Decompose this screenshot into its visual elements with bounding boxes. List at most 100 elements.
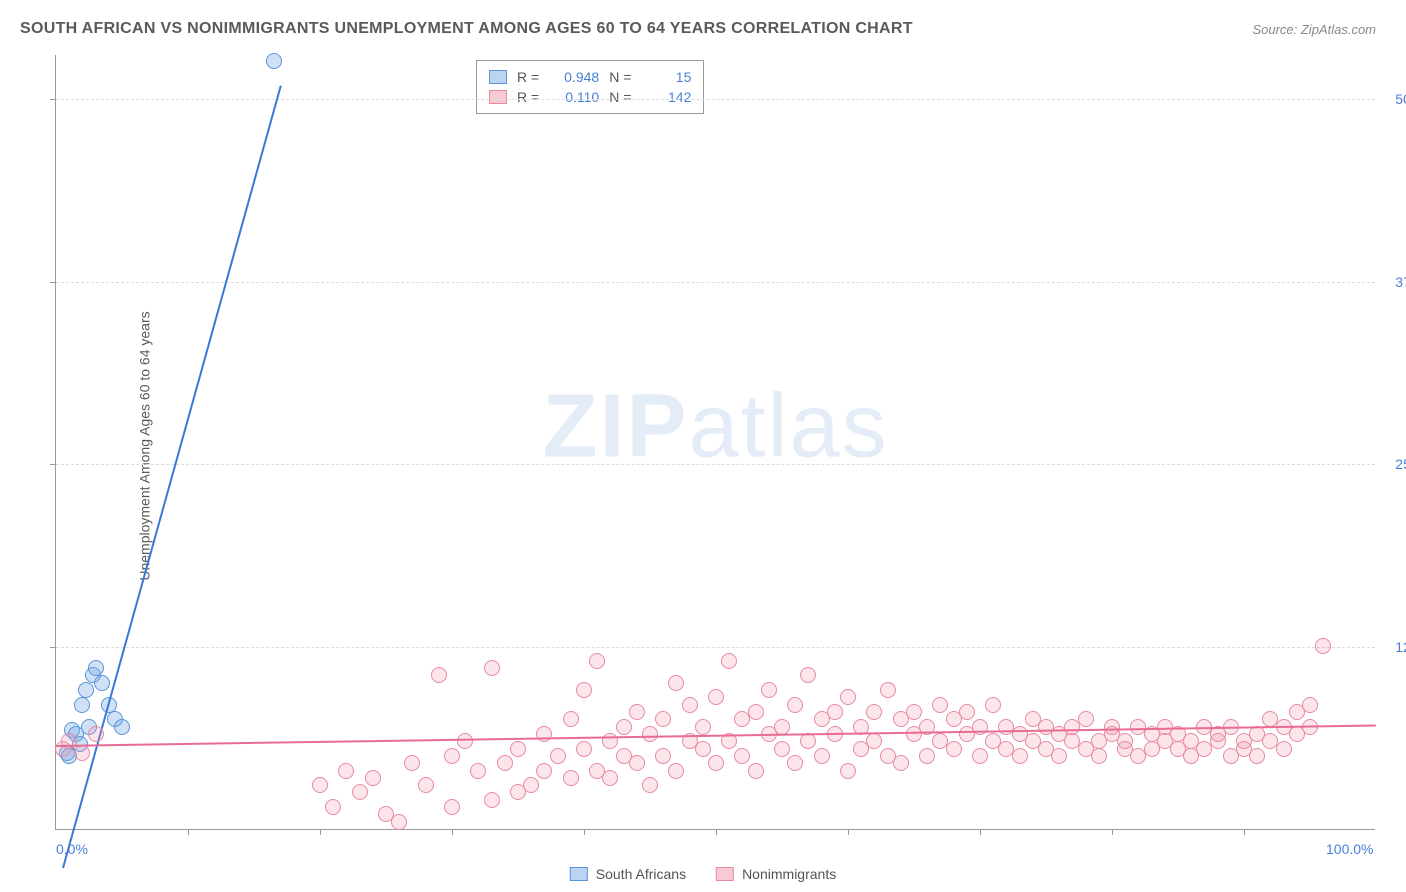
data-point xyxy=(418,777,434,793)
data-point xyxy=(576,741,592,757)
data-point xyxy=(695,741,711,757)
watermark: ZIPatlas xyxy=(542,375,888,478)
data-point xyxy=(893,755,909,771)
ytick-label: 12.5% xyxy=(1380,639,1406,655)
legend-row-blue: R = 0.948 N = 15 xyxy=(489,67,691,87)
data-point xyxy=(550,748,566,764)
data-point xyxy=(1078,711,1094,727)
data-point xyxy=(748,704,764,720)
data-point xyxy=(1104,719,1120,735)
data-point xyxy=(88,660,104,676)
source-label: Source: ZipAtlas.com xyxy=(1252,22,1376,37)
data-point xyxy=(94,675,110,691)
data-point xyxy=(932,697,948,713)
data-point xyxy=(88,726,104,742)
ytick xyxy=(50,464,56,465)
swatch-blue xyxy=(570,867,588,881)
data-point xyxy=(761,682,777,698)
data-point xyxy=(1249,748,1265,764)
ytick xyxy=(50,647,56,648)
data-point xyxy=(708,689,724,705)
n-label: N = xyxy=(609,89,631,105)
data-point xyxy=(470,763,486,779)
gridline-h xyxy=(56,647,1375,648)
ytick xyxy=(50,282,56,283)
data-point xyxy=(774,741,790,757)
gridline-h xyxy=(56,99,1375,100)
xtick-label: 100.0% xyxy=(1326,841,1373,857)
data-point xyxy=(642,726,658,742)
data-point xyxy=(1091,748,1107,764)
data-point xyxy=(523,777,539,793)
xtick xyxy=(188,829,189,835)
data-point xyxy=(114,719,130,735)
data-point xyxy=(774,719,790,735)
data-point xyxy=(1315,638,1331,654)
ytick-label: 25.0% xyxy=(1380,456,1406,472)
data-point xyxy=(682,697,698,713)
legend-label-blue: South Africans xyxy=(596,866,686,882)
ytick xyxy=(50,99,56,100)
data-point xyxy=(431,667,447,683)
watermark-atlas: atlas xyxy=(688,376,888,476)
data-point xyxy=(959,704,975,720)
data-point xyxy=(748,763,764,779)
ytick-label: 50.0% xyxy=(1380,91,1406,107)
data-point xyxy=(338,763,354,779)
xtick xyxy=(584,829,585,835)
data-point xyxy=(266,53,282,69)
r-label: R = xyxy=(517,89,539,105)
legend-item-blue: South Africans xyxy=(570,866,686,882)
xtick xyxy=(320,829,321,835)
n-label: N = xyxy=(609,69,631,85)
data-point xyxy=(484,792,500,808)
data-point xyxy=(734,748,750,764)
gridline-h xyxy=(56,282,1375,283)
data-point xyxy=(655,748,671,764)
n-value-blue: 15 xyxy=(641,69,691,85)
data-point xyxy=(563,770,579,786)
data-point xyxy=(589,653,605,669)
data-point xyxy=(787,697,803,713)
r-value-blue: 0.948 xyxy=(549,69,599,85)
data-point xyxy=(1012,748,1028,764)
correlation-legend: R = 0.948 N = 15 R = 0.110 N = 142 xyxy=(476,60,704,114)
n-value-pink: 142 xyxy=(641,89,691,105)
data-point xyxy=(919,748,935,764)
plot-area: ZIPatlas R = 0.948 N = 15 R = 0.110 N = … xyxy=(55,55,1375,830)
legend-item-pink: Nonimmigrants xyxy=(716,866,836,882)
data-point xyxy=(1276,741,1292,757)
xtick xyxy=(1112,829,1113,835)
r-label: R = xyxy=(517,69,539,85)
data-point xyxy=(668,763,684,779)
legend-row-pink: R = 0.110 N = 142 xyxy=(489,87,691,107)
data-point xyxy=(352,784,368,800)
data-point xyxy=(312,777,328,793)
data-point xyxy=(616,719,632,735)
data-point xyxy=(800,733,816,749)
data-point xyxy=(536,763,552,779)
data-point xyxy=(510,741,526,757)
data-point xyxy=(391,814,407,830)
data-point xyxy=(629,755,645,771)
data-point xyxy=(1051,748,1067,764)
watermark-zip: ZIP xyxy=(542,376,688,476)
data-point xyxy=(1302,697,1318,713)
data-point xyxy=(365,770,381,786)
data-point xyxy=(814,748,830,764)
data-point xyxy=(536,726,552,742)
xtick xyxy=(1244,829,1245,835)
data-point xyxy=(325,799,341,815)
r-value-pink: 0.110 xyxy=(549,89,599,105)
xtick xyxy=(716,829,717,835)
swatch-blue xyxy=(489,70,507,84)
data-point xyxy=(721,653,737,669)
data-point xyxy=(602,770,618,786)
data-point xyxy=(866,733,882,749)
data-point xyxy=(906,704,922,720)
trendline xyxy=(62,85,282,868)
data-point xyxy=(404,755,420,771)
data-point xyxy=(444,799,460,815)
swatch-pink xyxy=(716,867,734,881)
xtick xyxy=(848,829,849,835)
